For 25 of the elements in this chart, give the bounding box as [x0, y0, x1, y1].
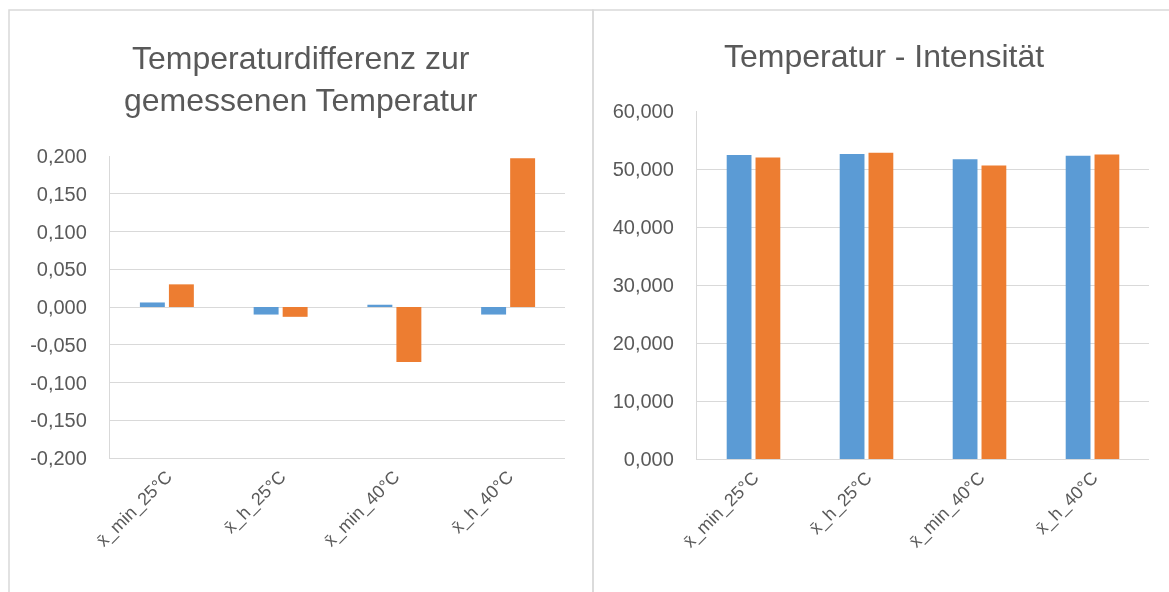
y-tick-label: 40,000 — [612, 216, 674, 238]
y-tick-label: 0,050 — [36, 258, 87, 281]
bar — [282, 307, 308, 317]
bar — [481, 307, 507, 315]
bar — [253, 307, 279, 315]
bar — [510, 158, 536, 307]
bar — [396, 307, 422, 363]
y-tick-label: -0,100 — [30, 371, 87, 394]
y-tick-label: -0,200 — [30, 447, 87, 469]
y-tick-label: 50,000 — [612, 158, 674, 180]
chart-title: Temperaturdifferenz zur gemessenen Temperatur — [124, 40, 478, 118]
y-tick-label: 30,000 — [612, 274, 674, 296]
y-tick-label: 0,200 — [36, 145, 87, 167]
y-tick-label: -0,150 — [30, 409, 87, 432]
y-tick-label: 10,000 — [612, 390, 674, 412]
y-tick-label: -0,050 — [30, 333, 87, 356]
y-tick-label: 0,000 — [623, 448, 674, 470]
y-tick-label: 60,000 — [612, 100, 674, 122]
bar — [168, 284, 194, 307]
bar — [139, 302, 165, 307]
y-tick-label: 0,150 — [36, 182, 87, 205]
y-tick-label: 0,100 — [36, 220, 87, 243]
chart-title: Temperatur - Intensität — [724, 38, 1045, 74]
y-tick-label: 0,000 — [36, 296, 87, 318]
y-tick-label: 20,000 — [612, 332, 674, 354]
